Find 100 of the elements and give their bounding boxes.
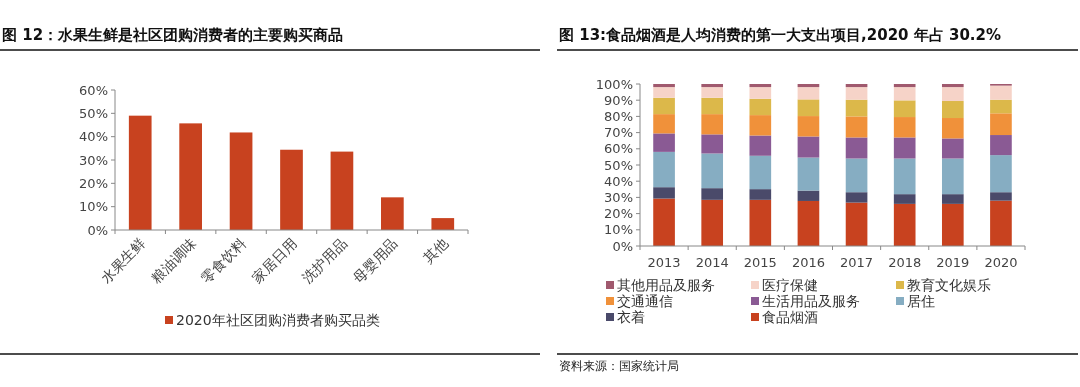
legend-label: 生活用品及服务 [762,293,860,309]
chart-title: 图 12：水果生鲜是社区团购消费者的主要购买商品 [2,26,344,44]
y-tick-label: 30% [79,152,108,168]
bar [179,123,202,230]
bar [653,97,675,115]
bar [941,194,964,204]
bar [653,187,675,199]
bar [749,155,772,190]
chart-title: 图 13:食品烟酒是人均消费的第一大支出项目,2020 年占 30.2% [559,26,1002,44]
y-tick-label: 30% [604,189,633,205]
bar [701,153,724,189]
bar [893,194,916,204]
bar [381,197,404,230]
bar [941,118,964,139]
legend-label: 教育文化娱乐 [907,277,991,293]
bar [990,85,1012,100]
bar [797,200,820,246]
bar [653,114,675,134]
bar [941,138,964,159]
bar [845,116,868,138]
y-tick-label: 80% [604,108,633,124]
bar [845,158,868,193]
bar [797,99,820,117]
bar [701,114,724,135]
bar [797,136,820,158]
bar [845,137,868,159]
bar [749,87,772,99]
x-tick-label: 零食饮料 [198,234,250,286]
x-tick-label: 2019 [936,255,970,270]
bar [653,87,675,98]
legend-label: 其他用品及服务 [617,277,715,293]
y-tick-label: 50% [604,157,633,173]
bar [941,158,964,195]
x-tick-label: 2018 [888,255,922,270]
y-tick-label: 90% [604,92,633,108]
bar [701,84,724,88]
bar [990,99,1012,114]
text: 资料来源：国家统计局 [559,359,679,373]
x-tick-label: 2013 [647,255,681,270]
bar [797,87,820,100]
x-tick-label: 2020 [984,255,1018,270]
bar [653,198,675,246]
bar [749,199,772,246]
bar [941,84,964,88]
bar [701,199,724,246]
y-tick-label: 10% [604,222,633,238]
bar [941,101,964,119]
bar [893,137,916,159]
bar [990,113,1012,136]
bar [990,135,1012,156]
y-tick-label: 0% [612,238,633,254]
legend-label: 居住 [907,293,935,309]
x-tick-label: 其他 [419,234,451,266]
bar [845,84,868,88]
bar [941,203,964,246]
bar [893,87,916,101]
y-tick-label: 100% [595,76,633,92]
bar [749,84,772,88]
bar [330,151,354,230]
bar [128,115,152,230]
bar [797,157,820,191]
bar [653,84,675,88]
bar [749,115,772,136]
bar [749,189,772,200]
x-tick-label: 2017 [840,255,874,270]
bar [653,133,675,152]
y-tick-label: 40% [604,173,633,189]
bar [893,117,916,138]
x-tick-label: 2015 [743,255,777,270]
x-tick-label: 2014 [695,255,729,270]
bar [797,84,820,88]
bar [749,98,772,116]
y-tick-label: 20% [79,175,108,191]
bar [797,116,820,137]
bar [893,203,916,246]
y-tick-label: 60% [79,82,108,98]
bar [797,190,820,201]
bar [653,151,675,188]
bar [701,87,724,98]
y-tick-label: 40% [79,129,108,145]
x-tick-label: 2016 [791,255,825,270]
bar [280,149,303,230]
bar [701,97,724,115]
bar [431,218,455,230]
bar [941,87,964,102]
bar [845,99,868,117]
legend-label: 衣着 [617,309,645,325]
bar [229,132,253,230]
legend-label: 2020年社区团购消费者购买品类 [176,312,380,328]
legend-label: 食品烟酒 [762,309,818,325]
y-tick-label: 70% [604,125,633,141]
bar [749,135,772,156]
bar [893,100,916,118]
x-tick-label: 洗护用品 [299,234,351,286]
bar [701,188,724,200]
bar [845,87,868,100]
y-tick-label: 10% [79,199,108,215]
bar [893,84,916,88]
y-tick-label: 60% [604,141,633,157]
bar [701,134,724,154]
